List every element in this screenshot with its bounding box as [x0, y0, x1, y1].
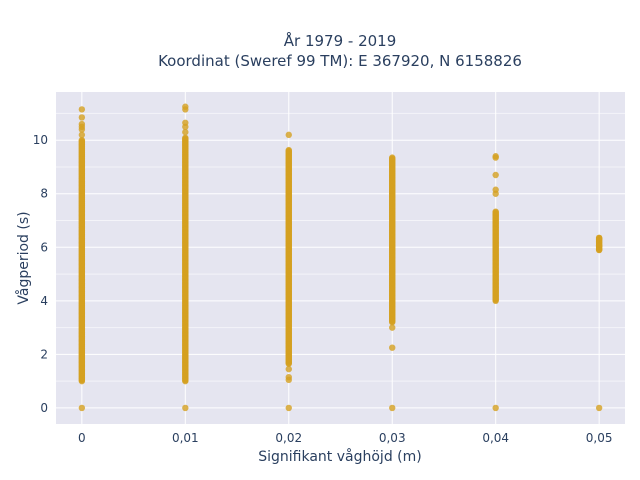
- y-tick-label: 6: [40, 240, 48, 254]
- data-point: [595, 242, 603, 250]
- data-points: [78, 103, 603, 412]
- data-point: [78, 106, 86, 113]
- x-tick-label: 0,03: [379, 431, 406, 445]
- data-point: [285, 373, 292, 381]
- plot-area: [56, 92, 625, 424]
- data-point: [492, 186, 499, 193]
- data-point: [389, 344, 396, 351]
- data-point: [595, 404, 603, 412]
- y-axis-title: Vågperiod (s): [15, 211, 32, 304]
- chart-title-line1: År 1979 - 2019: [284, 31, 397, 50]
- data-point: [389, 154, 396, 161]
- data-point: [78, 404, 86, 412]
- data-point: [389, 404, 396, 412]
- x-axis-title: Signifikant våghöjd (m): [258, 448, 421, 465]
- y-tick-label: 8: [40, 187, 48, 201]
- data-point: [285, 131, 292, 139]
- data-point: [389, 324, 396, 331]
- data-point: [492, 171, 499, 179]
- tick-labels: 0 2 4 6 8 10 0 0,01 0,02 0,03 0,04 0,05: [33, 133, 613, 445]
- data-point: [182, 103, 189, 110]
- data-point: [78, 131, 86, 139]
- data-point: [182, 128, 189, 136]
- x-tick-label: 0,02: [275, 431, 302, 445]
- data-point: [285, 404, 292, 412]
- y-tick-label: 0: [40, 401, 48, 415]
- x-tick-label: 0: [78, 431, 86, 445]
- data-point: [285, 146, 292, 154]
- data-point: [78, 120, 86, 128]
- y-tick-label: 2: [40, 347, 48, 361]
- chart-title-line2: Koordinat (Sweref 99 TM): E 367920, N 61…: [158, 52, 522, 70]
- x-tick-label: 0,01: [172, 431, 199, 445]
- data-point: [492, 153, 499, 160]
- y-tick-label: 10: [33, 133, 48, 147]
- data-point: [182, 119, 189, 126]
- data-point: [78, 136, 86, 144]
- data-point: [285, 365, 292, 373]
- data-point: [182, 134, 189, 141]
- x-tick-label: 0,04: [482, 431, 509, 445]
- data-point: [182, 404, 189, 412]
- data-point: [78, 114, 86, 121]
- data-point: [492, 208, 499, 215]
- data-point: [595, 234, 603, 242]
- data-point: [492, 404, 499, 412]
- y-tick-label: 4: [40, 294, 48, 308]
- x-tick-label: 0,05: [586, 431, 613, 445]
